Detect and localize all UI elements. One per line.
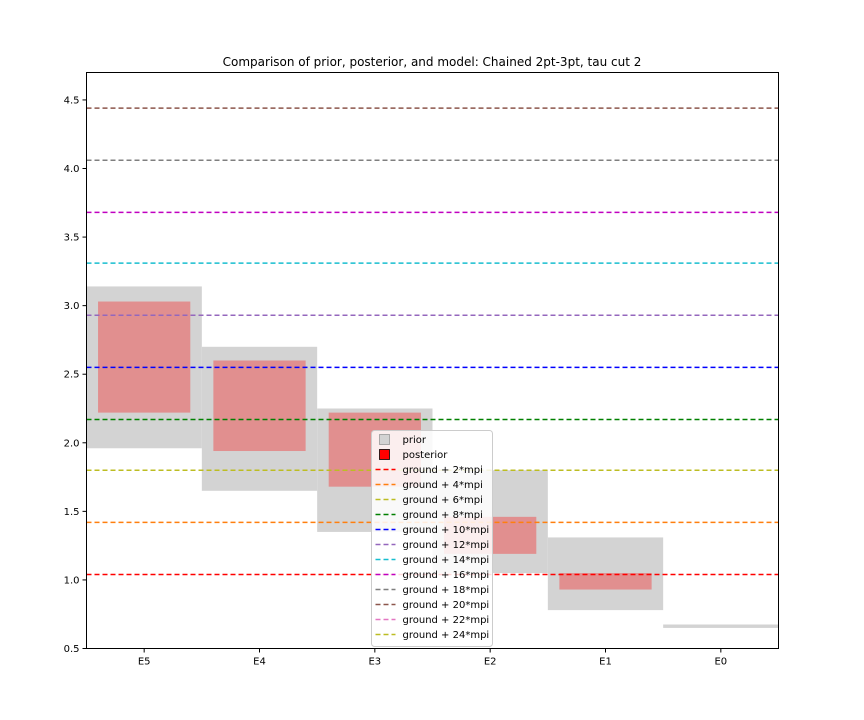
legend-box xyxy=(371,430,493,647)
x-tick-label: E1 xyxy=(599,657,612,668)
legend-label-prior: prior xyxy=(403,435,427,446)
y-tick-label: 0.5 xyxy=(64,644,80,655)
legend-label-22mpi: ground + 22*mpi xyxy=(403,615,490,626)
legend-label-14mpi: ground + 14*mpi xyxy=(403,555,490,566)
legend-label-posterior: posterior xyxy=(403,450,449,461)
legend-label-16mpi: ground + 16*mpi xyxy=(403,570,490,581)
legend-label-20mpi: ground + 20*mpi xyxy=(403,600,490,611)
x-tick-label: E2 xyxy=(484,657,497,668)
plot-frame xyxy=(86,72,779,649)
y-tick-label: 2.0 xyxy=(64,438,80,449)
y-tick-label: 1.5 xyxy=(64,507,80,518)
x-tick-label: E0 xyxy=(714,657,727,668)
legend-label-10mpi: ground + 10*mpi xyxy=(403,525,490,536)
y-tick-label: 4.0 xyxy=(64,164,80,175)
legend-label-24mpi: ground + 24*mpi xyxy=(403,630,490,641)
y-tick-label: 2.5 xyxy=(64,370,80,381)
y-tick-label: 3.5 xyxy=(64,233,80,244)
axes-layer: 0.5 1.0 1.5 2.0 2.5 3.0 3.5 4.0 4.5 E5 E4 E3 E2 E1 E0 xyxy=(64,95,728,667)
legend-label-18mpi: ground + 18*mpi xyxy=(403,585,490,596)
prior-bar-e0 xyxy=(663,624,779,628)
legend-swatch-prior xyxy=(379,434,390,445)
legend: prior posterior ground + 2*mpi ground + 4*m… xyxy=(371,430,493,647)
posterior-bar-e1 xyxy=(559,573,652,590)
posterior-bar-e5 xyxy=(98,301,191,413)
y-tick-label: 3.0 xyxy=(64,301,80,312)
legend-label-4mpi: ground + 4*mpi xyxy=(403,480,483,491)
posterior-bar-e4 xyxy=(213,360,306,452)
legend-label-8mpi: ground + 8*mpi xyxy=(403,510,483,521)
y-tick-label: 1.0 xyxy=(64,575,80,586)
legend-label-2mpi: ground + 2*mpi xyxy=(403,465,483,476)
x-tick-label: E3 xyxy=(368,657,381,668)
legend-label-12mpi: ground + 12*mpi xyxy=(403,540,490,551)
x-tick-label: E4 xyxy=(253,657,266,668)
y-tick-label: 4.5 xyxy=(64,95,80,106)
x-tick-label: E5 xyxy=(138,657,151,668)
legend-label-6mpi: ground + 6*mpi xyxy=(403,495,483,506)
chart-title: Comparison of prior, posterior, and mode… xyxy=(223,55,642,69)
legend-swatch-posterior xyxy=(379,449,390,460)
